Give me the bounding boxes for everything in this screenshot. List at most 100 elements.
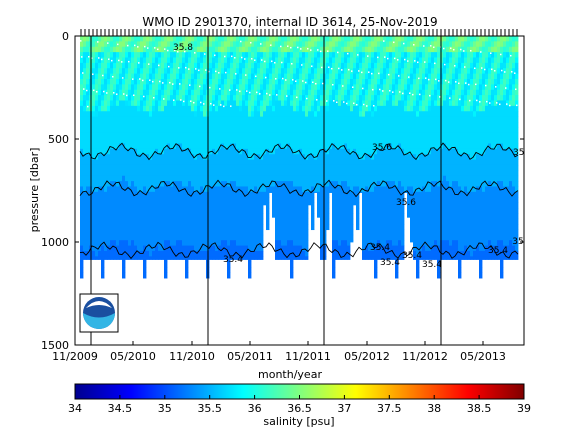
heatmap-cell (227, 36, 231, 42)
heatmap-cell (203, 95, 207, 101)
heatmap-cell (179, 181, 183, 187)
heatmap-cell (83, 132, 87, 139)
heatmap-cell (134, 68, 138, 75)
heatmap-cell (314, 121, 318, 128)
heatmap-cell (251, 245, 255, 252)
heatmap-cell (176, 207, 180, 214)
heatmap-cell (395, 132, 399, 139)
heatmap-cell (395, 229, 399, 236)
heatmap-cell (233, 127, 237, 134)
heatmap-cell (278, 175, 282, 182)
heatmap-cell (419, 121, 423, 128)
heatmap-cell (86, 229, 90, 236)
heatmap-cell (203, 127, 207, 134)
heatmap-cell (296, 197, 300, 203)
heatmap-cell (323, 116, 327, 123)
heatmap-cell (179, 41, 183, 48)
heatmap-cell (422, 95, 426, 101)
heatmap-cell (161, 164, 165, 171)
heatmap-cell (149, 95, 153, 101)
heatmap-cell (242, 62, 246, 69)
heatmap-cell (389, 105, 393, 112)
heatmap-cell (155, 41, 159, 48)
heatmap-cell (179, 234, 183, 241)
heatmap-cell (185, 143, 189, 150)
heatmap-cell (404, 148, 408, 155)
heatmap-cell (92, 41, 96, 48)
heatmap-cell (95, 105, 99, 112)
heatmap-cell (296, 170, 300, 177)
heatmap-cell (359, 105, 363, 112)
heatmap-cell (356, 197, 360, 203)
heatmap-cell (149, 197, 153, 203)
heatmap-cell (380, 170, 384, 177)
heatmap-cell (221, 36, 225, 42)
heatmap-cell (191, 105, 195, 112)
heatmap-cell (107, 175, 111, 182)
heatmap-cell (185, 164, 189, 171)
heatmap-cell (92, 191, 96, 198)
heatmap-cell (347, 213, 351, 220)
heatmap-cell (245, 84, 249, 91)
heatmap-cell (287, 218, 291, 225)
heatmap-cell (317, 132, 321, 139)
heatmap-cell (95, 154, 99, 160)
heatmap-cell (101, 36, 105, 42)
heatmap-cell (347, 62, 351, 69)
heatmap-cell (248, 234, 252, 241)
heatmap-cell (197, 36, 201, 42)
heatmap-cell (104, 245, 108, 252)
heatmap-cell (434, 132, 438, 139)
heatmap-cell (122, 127, 126, 134)
heatmap-cell (332, 52, 336, 58)
heatmap-cell (230, 181, 234, 187)
heatmap-cell (134, 181, 138, 187)
heatmap-cell (98, 191, 102, 198)
heatmap-cell (152, 89, 156, 96)
heatmap-cell (374, 170, 378, 177)
heatmap-cell (314, 41, 318, 48)
heatmap-cell (107, 197, 111, 203)
heatmap-cell (104, 175, 108, 182)
heatmap-cell (269, 84, 273, 91)
heatmap-cell (413, 170, 417, 177)
heatmap-cell (209, 52, 213, 58)
heatmap-cell (164, 154, 168, 160)
heatmap-cell (140, 218, 144, 225)
heatmap-cell (170, 46, 174, 53)
heatmap-cell (377, 181, 381, 187)
heatmap-cell (98, 36, 102, 42)
heatmap-cell (293, 229, 297, 236)
heatmap-cell (212, 73, 216, 80)
heatmap-cell (80, 245, 84, 252)
heatmap-cell (278, 229, 282, 236)
heatmap-cell (92, 218, 96, 225)
heatmap-cell (116, 95, 120, 101)
heatmap-cell (392, 84, 396, 91)
heatmap-cell (155, 132, 159, 139)
heatmap-cell (176, 138, 180, 144)
heatmap-cell (431, 57, 435, 64)
heatmap-cell (356, 46, 360, 53)
heatmap-cell (356, 148, 360, 155)
heatmap-cell (116, 213, 120, 220)
heatmap-cell (194, 186, 198, 193)
heatmap-cell (218, 57, 222, 64)
heatmap-cell (131, 78, 135, 85)
heatmap-cell (359, 127, 363, 134)
heatmap-cell (356, 73, 360, 80)
heatmap-cell (182, 224, 186, 230)
heatmap-cell (410, 181, 414, 187)
heatmap-cell (215, 197, 219, 203)
heatmap-cell (191, 89, 195, 96)
heatmap-cell (380, 181, 384, 187)
heatmap-cell (113, 73, 117, 80)
heatmap-cell (143, 116, 147, 123)
heatmap-cell (284, 181, 288, 187)
heatmap-cell (386, 89, 390, 96)
heatmap-cell (194, 84, 198, 91)
heatmap-cell (149, 100, 153, 107)
heatmap-cell (317, 116, 321, 123)
heatmap-cell (368, 105, 372, 112)
heatmap-cell (419, 256, 423, 260)
